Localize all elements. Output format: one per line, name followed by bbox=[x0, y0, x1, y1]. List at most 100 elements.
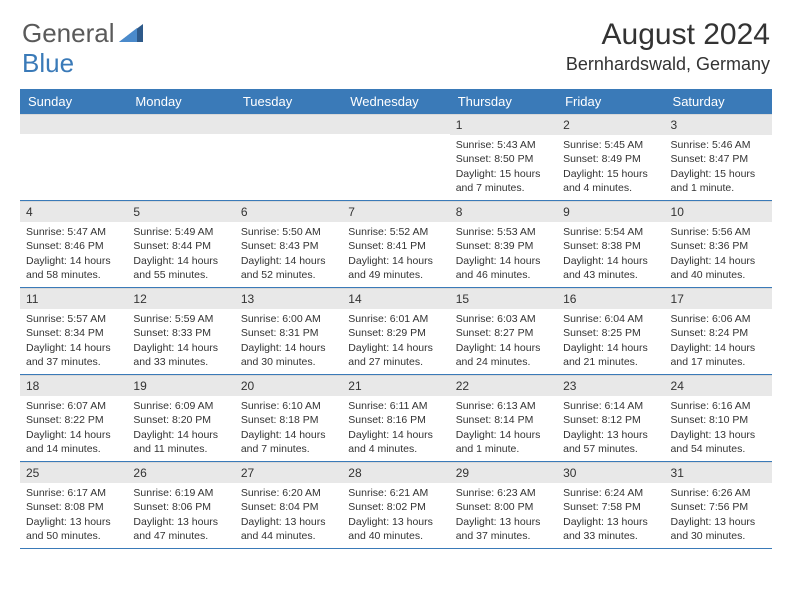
sunset-text: Sunset: 8:33 PM bbox=[133, 326, 228, 340]
day-cell: 2Sunrise: 5:45 AMSunset: 8:49 PMDaylight… bbox=[557, 114, 664, 200]
day-number: 27 bbox=[235, 462, 342, 483]
sunset-text: Sunset: 8:39 PM bbox=[456, 239, 551, 253]
day-cell: 20Sunrise: 6:10 AMSunset: 8:18 PMDayligh… bbox=[235, 375, 342, 461]
sunrise-text: Sunrise: 5:53 AM bbox=[456, 225, 551, 239]
day-content: Sunrise: 6:26 AMSunset: 7:56 PMDaylight:… bbox=[665, 483, 772, 547]
day-content: Sunrise: 5:43 AMSunset: 8:50 PMDaylight:… bbox=[450, 135, 557, 199]
day-cell: 15Sunrise: 6:03 AMSunset: 8:27 PMDayligh… bbox=[450, 288, 557, 374]
daylight-text: Daylight: 14 hours and 17 minutes. bbox=[671, 341, 766, 369]
month-title: August 2024 bbox=[566, 18, 770, 52]
sunset-text: Sunset: 8:20 PM bbox=[133, 413, 228, 427]
weekday-header-row: SundayMondayTuesdayWednesdayThursdayFrid… bbox=[20, 89, 772, 114]
logo-text-blue: Blue bbox=[22, 48, 74, 78]
day-cell: 3Sunrise: 5:46 AMSunset: 8:47 PMDaylight… bbox=[665, 114, 772, 200]
day-cell bbox=[342, 114, 449, 200]
day-content: Sunrise: 5:49 AMSunset: 8:44 PMDaylight:… bbox=[127, 222, 234, 286]
daylight-text: Daylight: 14 hours and 55 minutes. bbox=[133, 254, 228, 282]
day-number: 28 bbox=[342, 462, 449, 483]
day-number: 4 bbox=[20, 201, 127, 222]
sunrise-text: Sunrise: 6:10 AM bbox=[241, 399, 336, 413]
sunset-text: Sunset: 8:16 PM bbox=[348, 413, 443, 427]
weekday-header-cell: Monday bbox=[127, 89, 234, 114]
sunrise-text: Sunrise: 6:11 AM bbox=[348, 399, 443, 413]
day-number: 24 bbox=[665, 375, 772, 396]
day-content: Sunrise: 5:57 AMSunset: 8:34 PMDaylight:… bbox=[20, 309, 127, 373]
week-row: 11Sunrise: 5:57 AMSunset: 8:34 PMDayligh… bbox=[20, 288, 772, 375]
sunrise-text: Sunrise: 6:16 AM bbox=[671, 399, 766, 413]
day-content: Sunrise: 5:45 AMSunset: 8:49 PMDaylight:… bbox=[557, 135, 664, 199]
sunrise-text: Sunrise: 6:14 AM bbox=[563, 399, 658, 413]
sunset-text: Sunset: 8:44 PM bbox=[133, 239, 228, 253]
day-number: 3 bbox=[665, 114, 772, 135]
day-cell: 25Sunrise: 6:17 AMSunset: 8:08 PMDayligh… bbox=[20, 462, 127, 548]
daylight-text: Daylight: 14 hours and 33 minutes. bbox=[133, 341, 228, 369]
sunrise-text: Sunrise: 6:04 AM bbox=[563, 312, 658, 326]
sunrise-text: Sunrise: 5:49 AM bbox=[133, 225, 228, 239]
sunset-text: Sunset: 7:58 PM bbox=[563, 500, 658, 514]
sunset-text: Sunset: 8:02 PM bbox=[348, 500, 443, 514]
day-number: 22 bbox=[450, 375, 557, 396]
day-content: Sunrise: 6:00 AMSunset: 8:31 PMDaylight:… bbox=[235, 309, 342, 373]
empty-day-bar bbox=[20, 114, 127, 134]
day-cell: 13Sunrise: 6:00 AMSunset: 8:31 PMDayligh… bbox=[235, 288, 342, 374]
day-number: 1 bbox=[450, 114, 557, 135]
day-number: 31 bbox=[665, 462, 772, 483]
day-content: Sunrise: 5:47 AMSunset: 8:46 PMDaylight:… bbox=[20, 222, 127, 286]
daylight-text: Daylight: 14 hours and 14 minutes. bbox=[26, 428, 121, 456]
day-content: Sunrise: 5:56 AMSunset: 8:36 PMDaylight:… bbox=[665, 222, 772, 286]
daylight-text: Daylight: 13 hours and 40 minutes. bbox=[348, 515, 443, 543]
daylight-text: Daylight: 13 hours and 54 minutes. bbox=[671, 428, 766, 456]
day-cell: 11Sunrise: 5:57 AMSunset: 8:34 PMDayligh… bbox=[20, 288, 127, 374]
sunset-text: Sunset: 8:00 PM bbox=[456, 500, 551, 514]
weekday-header-cell: Friday bbox=[557, 89, 664, 114]
sunset-text: Sunset: 8:04 PM bbox=[241, 500, 336, 514]
day-number: 26 bbox=[127, 462, 234, 483]
day-content: Sunrise: 6:23 AMSunset: 8:00 PMDaylight:… bbox=[450, 483, 557, 547]
day-number: 8 bbox=[450, 201, 557, 222]
daylight-text: Daylight: 14 hours and 7 minutes. bbox=[241, 428, 336, 456]
day-number: 5 bbox=[127, 201, 234, 222]
sunset-text: Sunset: 8:14 PM bbox=[456, 413, 551, 427]
empty-day-bar bbox=[127, 114, 234, 134]
day-content: Sunrise: 6:16 AMSunset: 8:10 PMDaylight:… bbox=[665, 396, 772, 460]
day-cell bbox=[127, 114, 234, 200]
day-cell bbox=[235, 114, 342, 200]
daylight-text: Daylight: 13 hours and 50 minutes. bbox=[26, 515, 121, 543]
weeks-container: 1Sunrise: 5:43 AMSunset: 8:50 PMDaylight… bbox=[20, 114, 772, 549]
day-content: Sunrise: 6:14 AMSunset: 8:12 PMDaylight:… bbox=[557, 396, 664, 460]
day-content: Sunrise: 6:17 AMSunset: 8:08 PMDaylight:… bbox=[20, 483, 127, 547]
empty-day-bar bbox=[342, 114, 449, 134]
sunrise-text: Sunrise: 6:26 AM bbox=[671, 486, 766, 500]
day-content: Sunrise: 6:04 AMSunset: 8:25 PMDaylight:… bbox=[557, 309, 664, 373]
day-content: Sunrise: 5:46 AMSunset: 8:47 PMDaylight:… bbox=[665, 135, 772, 199]
day-cell: 21Sunrise: 6:11 AMSunset: 8:16 PMDayligh… bbox=[342, 375, 449, 461]
sunrise-text: Sunrise: 5:54 AM bbox=[563, 225, 658, 239]
daylight-text: Daylight: 14 hours and 30 minutes. bbox=[241, 341, 336, 369]
day-content: Sunrise: 6:01 AMSunset: 8:29 PMDaylight:… bbox=[342, 309, 449, 373]
daylight-text: Daylight: 14 hours and 11 minutes. bbox=[133, 428, 228, 456]
day-number: 12 bbox=[127, 288, 234, 309]
logo-text-general: General bbox=[22, 18, 115, 49]
daylight-text: Daylight: 14 hours and 24 minutes. bbox=[456, 341, 551, 369]
sunset-text: Sunset: 8:29 PM bbox=[348, 326, 443, 340]
sunrise-text: Sunrise: 6:23 AM bbox=[456, 486, 551, 500]
day-number: 14 bbox=[342, 288, 449, 309]
sunset-text: Sunset: 8:31 PM bbox=[241, 326, 336, 340]
sunrise-text: Sunrise: 6:06 AM bbox=[671, 312, 766, 326]
sunset-text: Sunset: 8:27 PM bbox=[456, 326, 551, 340]
daylight-text: Daylight: 14 hours and 49 minutes. bbox=[348, 254, 443, 282]
daylight-text: Daylight: 15 hours and 7 minutes. bbox=[456, 167, 551, 195]
day-cell: 31Sunrise: 6:26 AMSunset: 7:56 PMDayligh… bbox=[665, 462, 772, 548]
sunrise-text: Sunrise: 5:57 AM bbox=[26, 312, 121, 326]
day-number: 7 bbox=[342, 201, 449, 222]
daylight-text: Daylight: 13 hours and 37 minutes. bbox=[456, 515, 551, 543]
day-number: 2 bbox=[557, 114, 664, 135]
day-number: 25 bbox=[20, 462, 127, 483]
day-content: Sunrise: 5:54 AMSunset: 8:38 PMDaylight:… bbox=[557, 222, 664, 286]
day-number: 9 bbox=[557, 201, 664, 222]
day-cell: 9Sunrise: 5:54 AMSunset: 8:38 PMDaylight… bbox=[557, 201, 664, 287]
sunrise-text: Sunrise: 5:56 AM bbox=[671, 225, 766, 239]
sunset-text: Sunset: 8:43 PM bbox=[241, 239, 336, 253]
daylight-text: Daylight: 14 hours and 43 minutes. bbox=[563, 254, 658, 282]
sunset-text: Sunset: 8:10 PM bbox=[671, 413, 766, 427]
